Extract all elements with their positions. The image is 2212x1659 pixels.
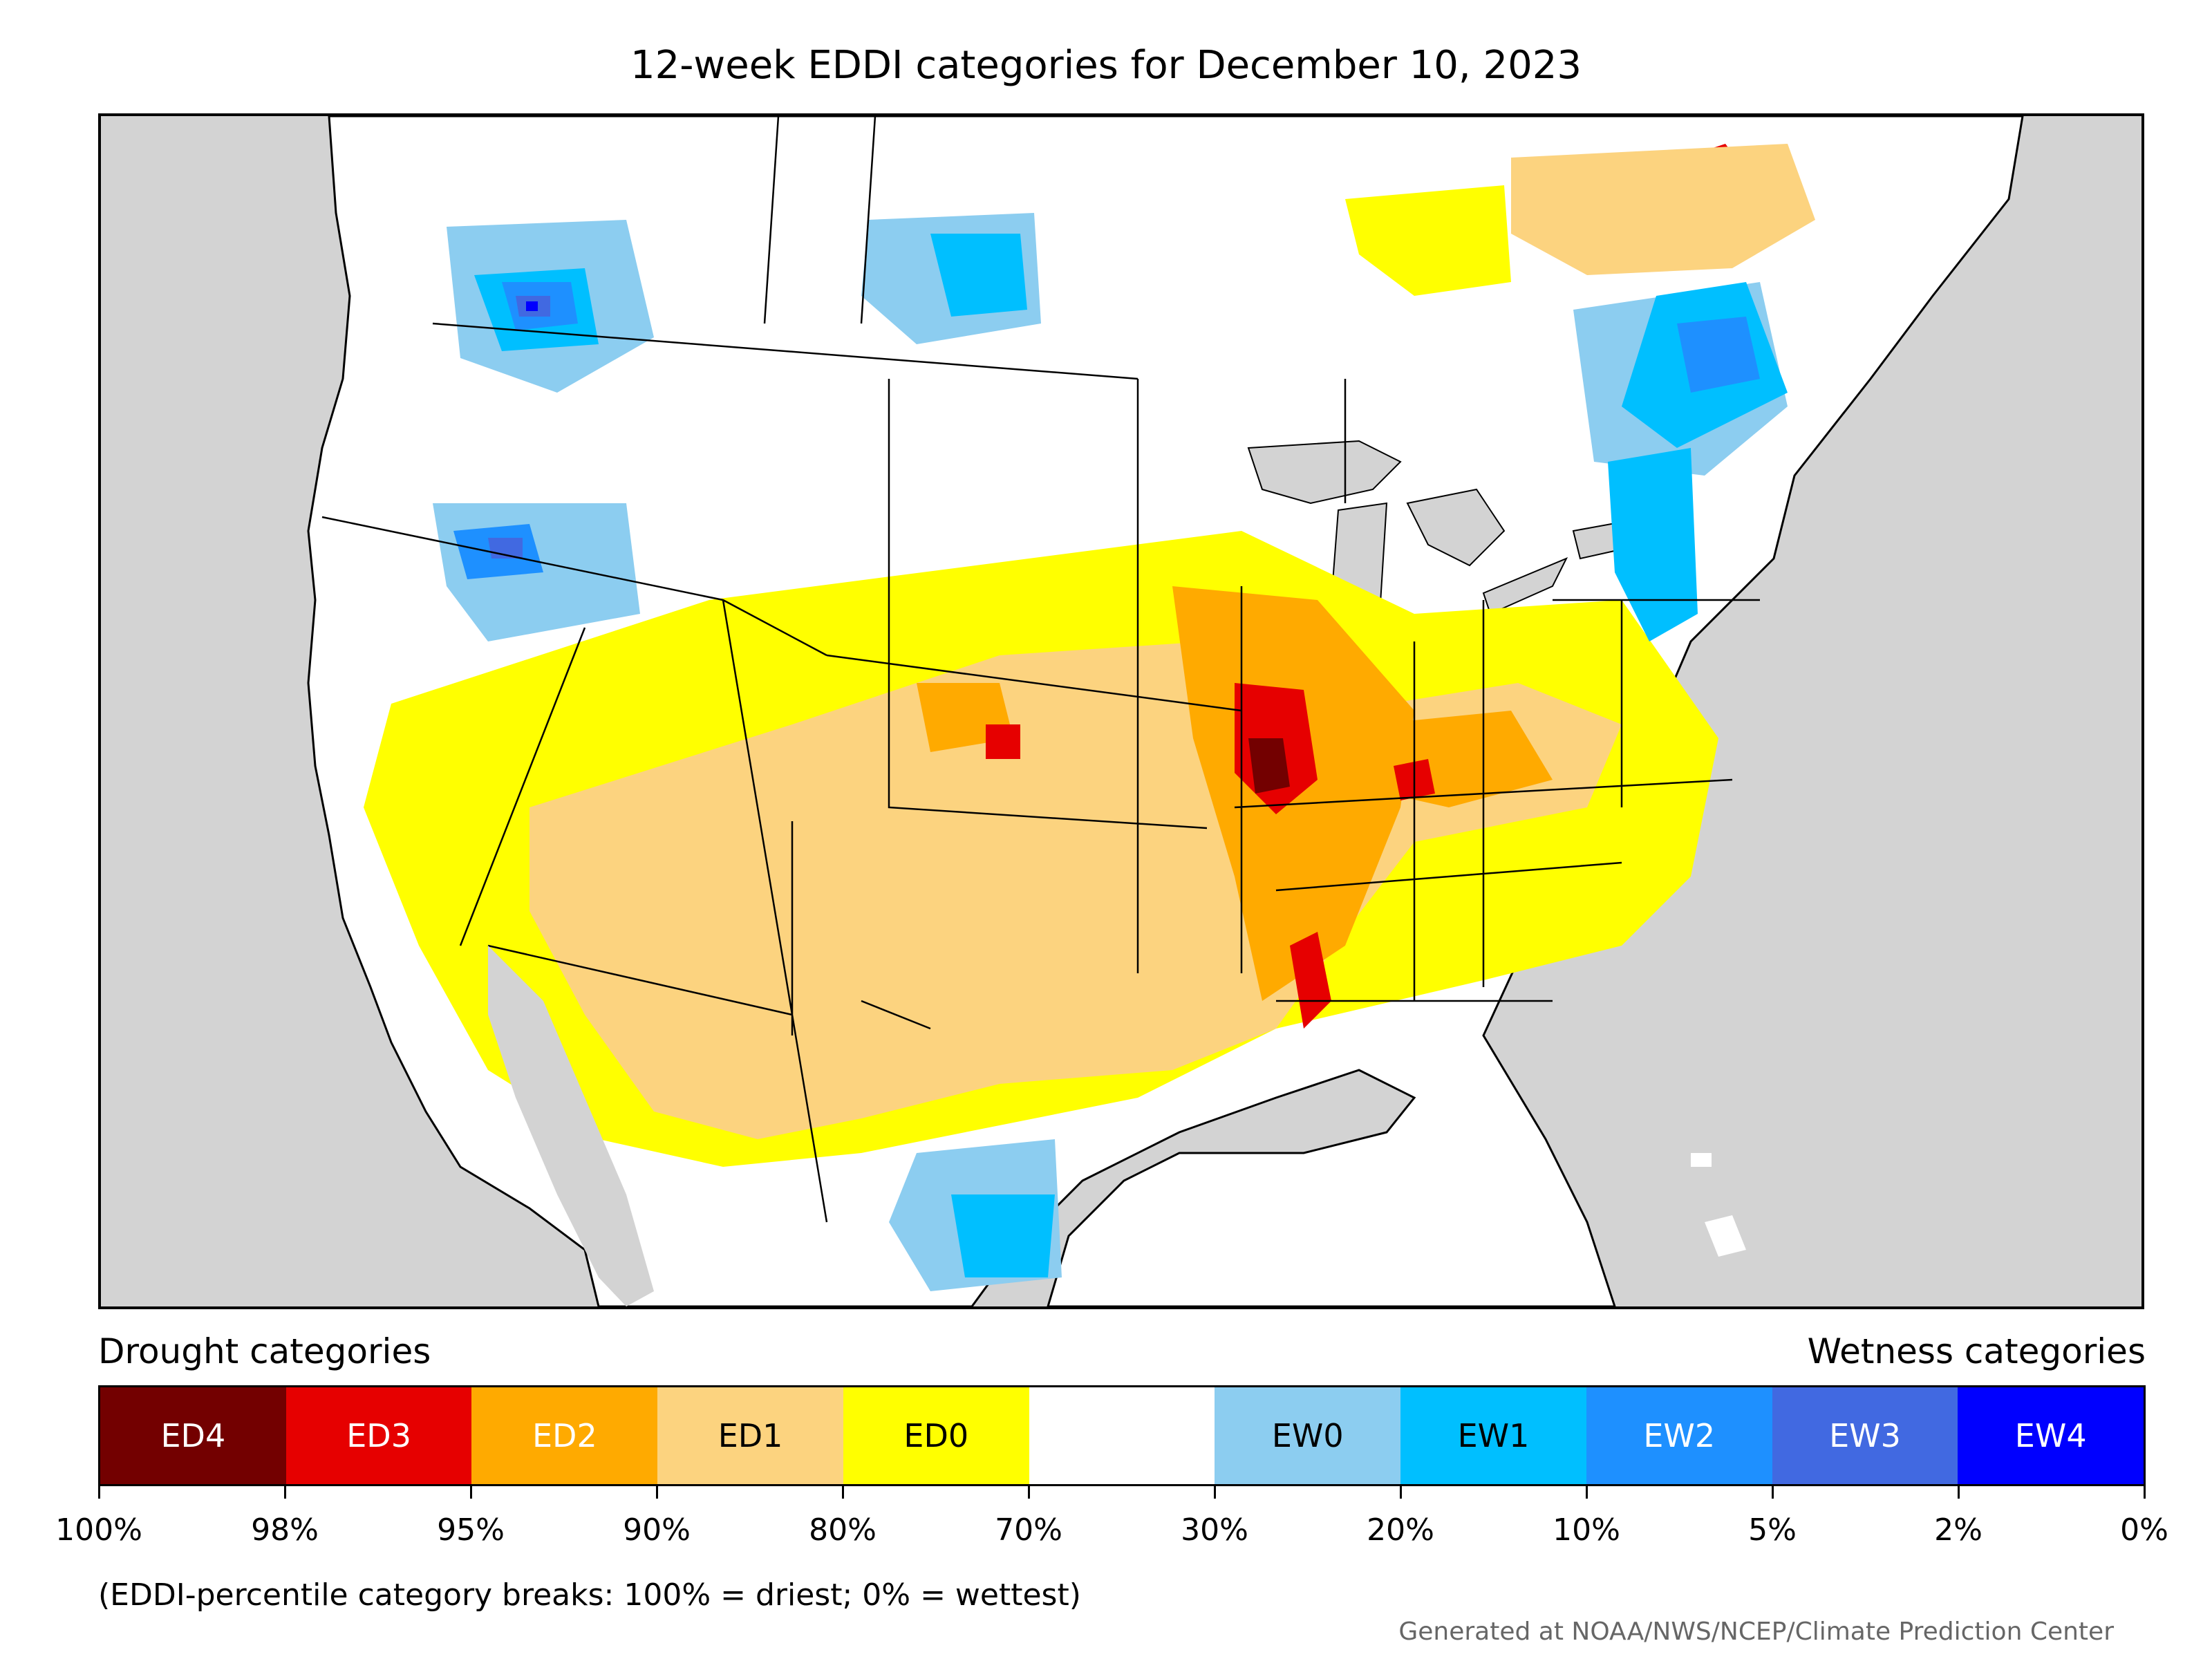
colorbar-tick: [656, 1486, 658, 1499]
colorbar-tick: [1772, 1486, 1774, 1499]
colorbar-cell-normal: [1029, 1387, 1215, 1484]
colorbar-tick-label: 80%: [809, 1512, 877, 1548]
bahamas-islands: [1691, 1153, 1746, 1257]
colorbar-tick-label: 98%: [251, 1512, 319, 1548]
colorbar-tick-label: 70%: [995, 1512, 1062, 1548]
colorbar-tick: [1214, 1486, 1216, 1499]
colorbar-tick-label: 5%: [1748, 1512, 1797, 1548]
colorbar-tick: [1586, 1486, 1588, 1499]
colorbar-tick: [1400, 1486, 1402, 1499]
colorbar-cell-ew1: EW1: [1400, 1387, 1586, 1484]
colorbar-tick-label: 20%: [1367, 1512, 1434, 1548]
map-panel: [98, 113, 2144, 1309]
colorbar-cell-ew2: EW2: [1586, 1387, 1772, 1484]
drought-regions: [364, 144, 1815, 1167]
colorbar-cell-ed0: ED0: [843, 1387, 1029, 1484]
map-title: 12-week EDDI categories for December 10,…: [630, 43, 1582, 88]
colorbar-tick: [98, 1486, 100, 1499]
drought-categories-heading: Drought categories: [98, 1331, 431, 1371]
eddi-map: [307, 116, 2024, 1306]
colorbar-tick-label: 10%: [1553, 1512, 1620, 1548]
colorbar-cell-ew4: EW4: [1958, 1387, 2144, 1484]
colorbar-cell-ed4: ED4: [100, 1387, 286, 1484]
colorbar-tick-label: 95%: [437, 1512, 505, 1548]
state-boundaries: [321, 116, 1760, 1223]
colorbar-tick-label: 30%: [1181, 1512, 1248, 1548]
baja-peninsula: [488, 946, 654, 1306]
category-breaks-note: (EDDI-percentile category breaks: 100% =…: [98, 1577, 1081, 1613]
colorbar-tick-label: 0%: [2120, 1512, 2168, 1548]
colorbar-tick: [2144, 1486, 2146, 1499]
colorbar-tick: [1958, 1486, 1960, 1499]
colorbar-cell-ed3: ED3: [285, 1387, 472, 1484]
colorbar-cell-ed2: ED2: [471, 1387, 658, 1484]
colorbar-tick: [284, 1486, 286, 1499]
category-colorbar: ED4 ED3 ED2 ED1 ED0 EW0 EW1 EW2 EW3 EW4: [98, 1385, 2146, 1486]
colorbar-cell-ed1: ED1: [657, 1387, 843, 1484]
colorbar-tick: [1028, 1486, 1030, 1499]
colorbar-tick-label: 90%: [623, 1512, 691, 1548]
colorbar-tick: [470, 1486, 472, 1499]
colorbar-cell-ew3: EW3: [1772, 1387, 1958, 1484]
colorbar-tick: [842, 1486, 844, 1499]
wetness-regions: [433, 213, 1788, 1291]
colorbar-tick-label: 100%: [55, 1512, 142, 1548]
colorbar-tick-label: 2%: [1934, 1512, 1983, 1548]
colorbar-cell-ew0: EW0: [1215, 1387, 1401, 1484]
credit-line: Generated at NOAA/NWS/NCEP/Climate Predi…: [1398, 1618, 2114, 1646]
wetness-categories-heading: Wetness categories: [1807, 1331, 2146, 1371]
